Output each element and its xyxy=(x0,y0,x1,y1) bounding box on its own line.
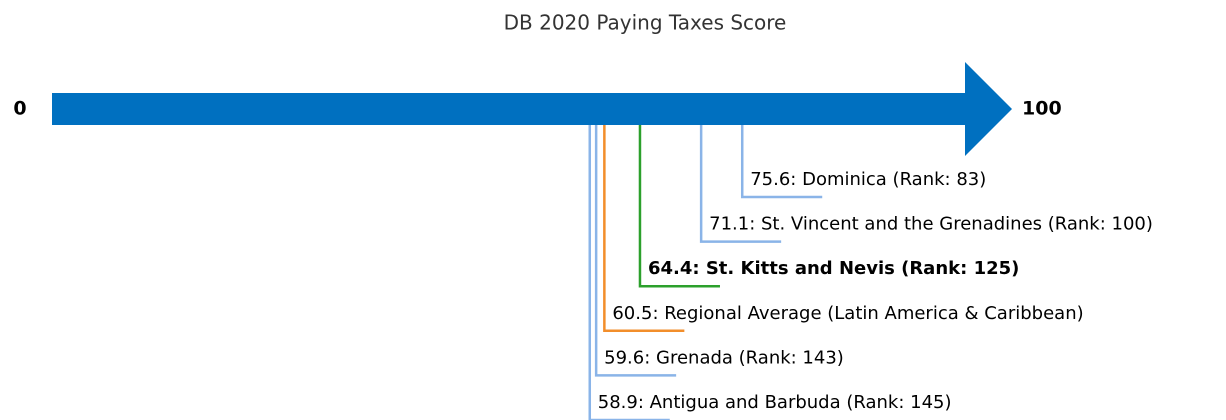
arrow-shaft xyxy=(52,93,965,125)
value-label: 60.5: Regional Average (Latin America & … xyxy=(612,303,1083,324)
leader-line xyxy=(603,125,685,333)
leader-line xyxy=(638,125,720,288)
arrow-head xyxy=(965,62,1012,156)
chart-title: DB 2020 Paying Taxes Score xyxy=(504,11,787,35)
x-tick-label: 0 xyxy=(13,98,26,120)
value-label: 64.4: St. Kitts and Nevis (Rank: 125) xyxy=(648,258,1019,279)
x-tick-label: 100 xyxy=(1022,98,1062,120)
leader-line xyxy=(594,125,677,377)
leader-line xyxy=(699,125,782,243)
value-label: 58.9: Antigua and Barbuda (Rank: 145) xyxy=(598,392,952,413)
value-label: 75.6: Dominica (Rank: 83) xyxy=(750,169,986,190)
value-label: 71.1: St. Vincent and the Grenadines (Ra… xyxy=(709,214,1153,235)
value-label: 59.6: Grenada (Rank: 143) xyxy=(604,347,844,368)
leader-line xyxy=(588,125,670,420)
leader-line xyxy=(740,125,823,199)
